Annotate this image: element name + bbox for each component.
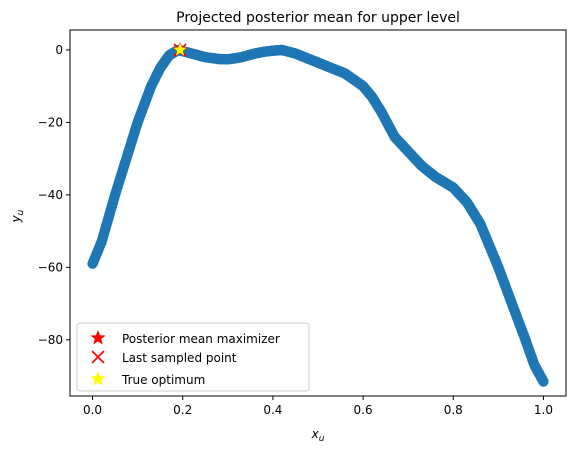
x-tick-label: 0.0 bbox=[83, 403, 102, 417]
y-tick-label: −60 bbox=[38, 260, 63, 274]
legend-entry-true-optimum: True optimum bbox=[90, 371, 205, 387]
y-axis-ticks: 0 −20 −40 −60 −80 bbox=[38, 43, 70, 347]
highlight-markers bbox=[172, 41, 188, 57]
scatter-points bbox=[87, 44, 549, 387]
plot-frame bbox=[69, 29, 567, 397]
y-tick-label: −40 bbox=[38, 188, 63, 202]
legend-label-true-optimum: True optimum bbox=[121, 373, 205, 387]
chart-title: Projected posterior mean for upper level bbox=[176, 10, 460, 26]
legend-label-posterior-mean-maximizer: Posterior mean maximizer bbox=[122, 332, 280, 346]
x-tick-label: 0.2 bbox=[173, 403, 192, 417]
y-axis-label-sub: u bbox=[16, 209, 26, 215]
x-stroke bbox=[91, 350, 105, 364]
legend-yellow-star-icon bbox=[90, 371, 106, 386]
true-optimum-marker bbox=[173, 42, 187, 56]
x-tick-label: 1.0 bbox=[534, 403, 553, 417]
legend-box bbox=[76, 322, 310, 392]
legend-entry-posterior-mean-maximizer: Posterior mean maximizer bbox=[90, 330, 280, 346]
x-axis-label: xu bbox=[311, 427, 325, 444]
legend-red-x-icon bbox=[91, 350, 105, 364]
legend: Posterior mean maximizer Last sampled po… bbox=[76, 322, 310, 392]
legend-label-last-sampled-point: Last sampled point bbox=[122, 351, 237, 365]
y-tick-label: 0 bbox=[55, 43, 63, 57]
legend-entry-last-sampled-point: Last sampled point bbox=[91, 350, 237, 365]
x-axis-label-sub: u bbox=[319, 434, 325, 444]
x-tick-label: 0.4 bbox=[263, 403, 282, 417]
x-axis-label-base: x bbox=[311, 427, 320, 441]
legend-red-star-icon bbox=[90, 330, 106, 345]
y-tick-label: −80 bbox=[38, 333, 63, 347]
y-axis-label-base: y bbox=[9, 214, 23, 223]
x-tick-label: 0.8 bbox=[444, 403, 463, 417]
y-axis-label: yu bbox=[9, 209, 26, 223]
x-axis-ticks: 0.0 0.2 0.4 0.6 0.8 1.0 bbox=[83, 396, 553, 417]
y-tick-label: −20 bbox=[38, 115, 63, 129]
data-point bbox=[538, 376, 549, 387]
x-tick-label: 0.6 bbox=[354, 403, 373, 417]
